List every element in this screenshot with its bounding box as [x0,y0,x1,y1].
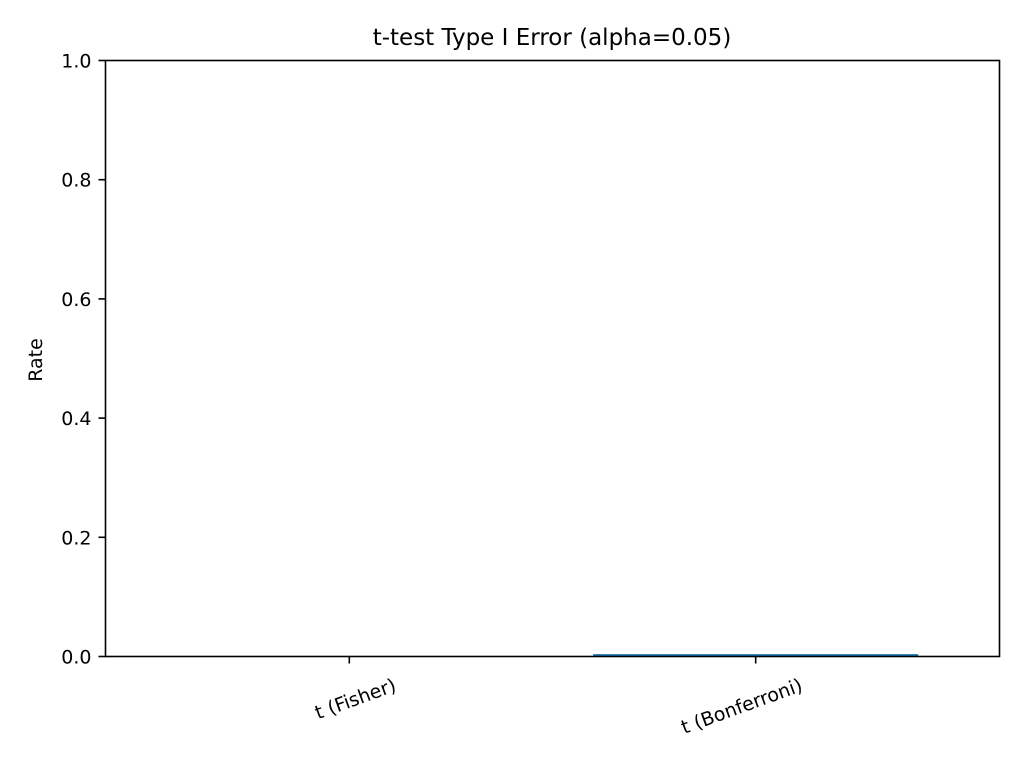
y-tick-label-4: 0.8 [61,170,91,192]
y-tick-label-5: 1.0 [61,51,91,73]
chart-title: t-test Type I Error (alpha=0.05) [373,25,732,51]
y-axis-label: Rate [25,338,47,382]
y-tick-label-2: 0.4 [61,408,91,430]
y-ticks-layer: 0.0 0.2 0.4 0.6 0.8 1.0 [61,51,106,669]
y-tick-label-1: 0.2 [61,527,91,549]
plot-area-frame [104,59,1001,658]
bar-1 [593,654,919,657]
bars-layer [593,654,919,657]
y-tick-label-0: 0.0 [61,647,91,669]
y-tick-label-3: 0.6 [61,289,91,311]
